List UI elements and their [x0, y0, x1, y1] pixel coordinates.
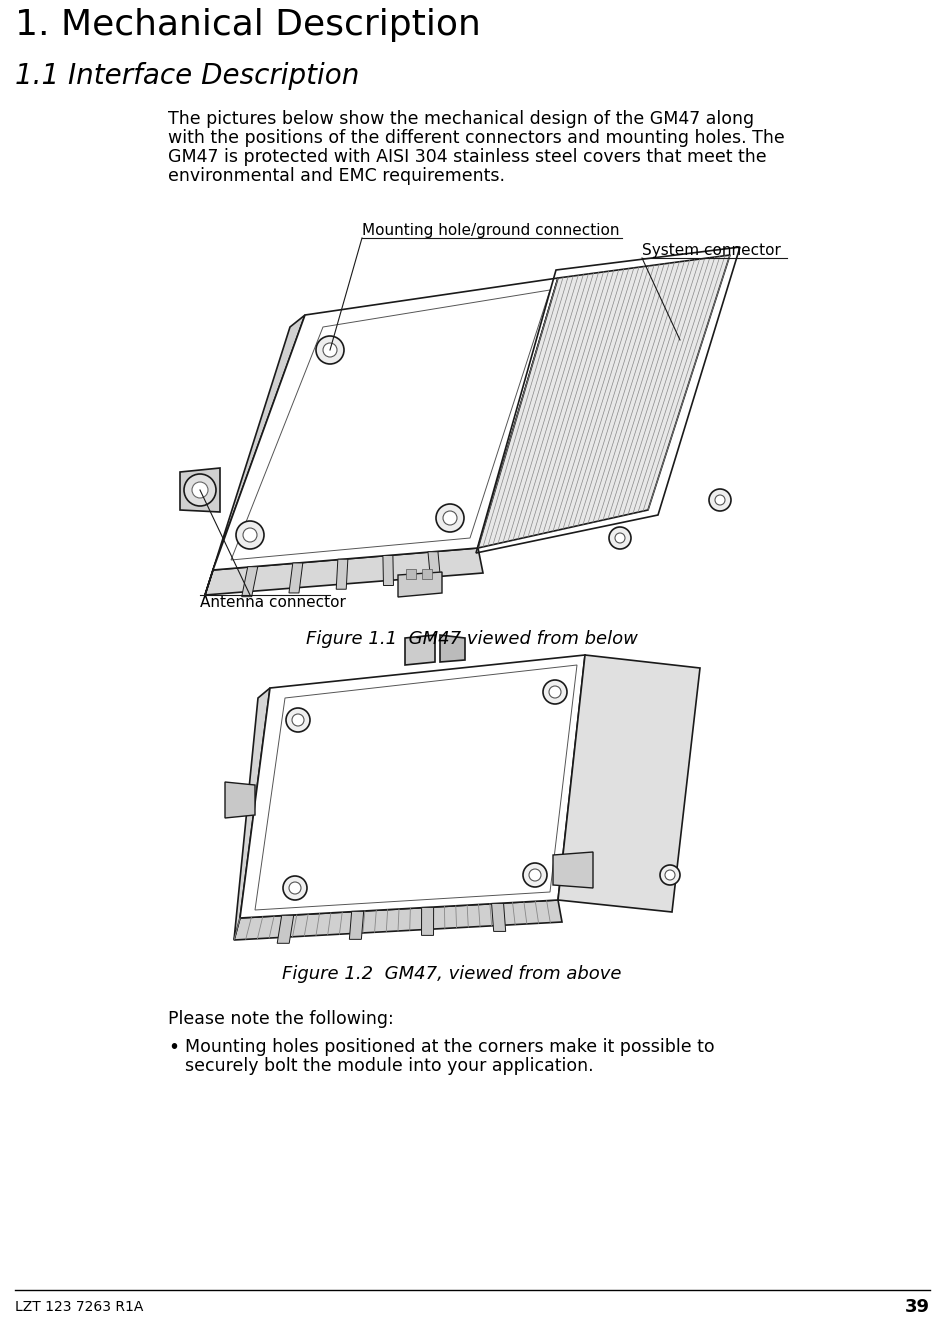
- Polygon shape: [405, 635, 434, 666]
- Circle shape: [608, 527, 631, 550]
- Circle shape: [443, 511, 457, 526]
- Circle shape: [543, 680, 566, 704]
- Text: LZT 123 7263 R1A: LZT 123 7263 R1A: [15, 1301, 143, 1314]
- Circle shape: [435, 504, 464, 532]
- Polygon shape: [212, 277, 557, 570]
- Circle shape: [615, 534, 624, 543]
- Circle shape: [665, 870, 674, 880]
- Text: •: •: [168, 1038, 179, 1057]
- Polygon shape: [421, 907, 433, 935]
- Polygon shape: [557, 655, 700, 912]
- Text: 39: 39: [904, 1298, 929, 1317]
- Polygon shape: [397, 572, 442, 598]
- Polygon shape: [234, 900, 562, 940]
- Polygon shape: [428, 552, 440, 582]
- Text: environmental and EMC requirements.: environmental and EMC requirements.: [168, 167, 504, 185]
- Circle shape: [236, 522, 263, 550]
- Circle shape: [243, 528, 257, 542]
- Polygon shape: [242, 567, 258, 596]
- Circle shape: [548, 686, 561, 698]
- Polygon shape: [179, 468, 220, 512]
- Polygon shape: [440, 635, 464, 662]
- Circle shape: [315, 336, 344, 364]
- Polygon shape: [336, 559, 347, 590]
- Polygon shape: [491, 903, 505, 931]
- Polygon shape: [277, 915, 294, 943]
- Circle shape: [289, 882, 301, 894]
- Polygon shape: [478, 255, 729, 548]
- Circle shape: [184, 474, 216, 506]
- Text: securely bolt the module into your application.: securely bolt the module into your appli…: [185, 1057, 593, 1075]
- Text: 1. Mechanical Description: 1. Mechanical Description: [15, 8, 480, 41]
- Circle shape: [282, 876, 307, 900]
- Bar: [406, 570, 415, 579]
- Circle shape: [292, 714, 304, 726]
- Text: Mounting hole/ground connection: Mounting hole/ground connection: [362, 223, 619, 237]
- Polygon shape: [205, 315, 305, 595]
- Bar: [422, 570, 431, 579]
- Text: with the positions of the different connectors and mounting holes. The: with the positions of the different conn…: [168, 129, 784, 147]
- Text: Please note the following:: Please note the following:: [168, 1010, 394, 1029]
- Circle shape: [323, 343, 337, 358]
- Text: 1.1 Interface Description: 1.1 Interface Description: [15, 61, 359, 89]
- Circle shape: [715, 495, 724, 506]
- Circle shape: [708, 490, 731, 511]
- Polygon shape: [349, 911, 363, 939]
- Polygon shape: [240, 655, 584, 918]
- Text: Antenna connector: Antenna connector: [200, 595, 346, 610]
- Text: The pictures below show the mechanical design of the GM47 along: The pictures below show the mechanical d…: [168, 109, 753, 128]
- Polygon shape: [289, 563, 302, 592]
- Polygon shape: [205, 548, 482, 595]
- Circle shape: [192, 482, 208, 498]
- Circle shape: [286, 708, 310, 732]
- Circle shape: [529, 868, 540, 880]
- Polygon shape: [234, 688, 270, 940]
- Polygon shape: [552, 852, 593, 888]
- Text: Figure 1.1  GM47 viewed from below: Figure 1.1 GM47 viewed from below: [306, 630, 637, 648]
- Circle shape: [522, 863, 547, 887]
- Polygon shape: [225, 782, 255, 818]
- Text: GM47 is protected with AISI 304 stainless steel covers that meet the: GM47 is protected with AISI 304 stainles…: [168, 148, 766, 165]
- Text: Mounting holes positioned at the corners make it possible to: Mounting holes positioned at the corners…: [185, 1038, 714, 1057]
- Polygon shape: [382, 555, 393, 586]
- Text: Figure 1.2  GM47, viewed from above: Figure 1.2 GM47, viewed from above: [282, 964, 621, 983]
- Text: System connector: System connector: [641, 243, 780, 257]
- Circle shape: [659, 864, 680, 884]
